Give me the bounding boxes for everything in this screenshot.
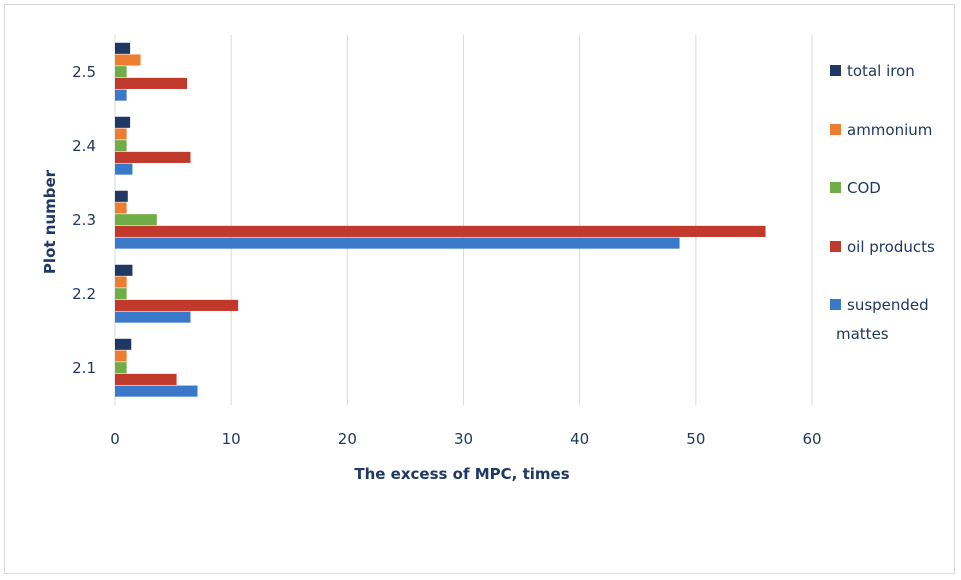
bar-suspended-mattes (115, 237, 680, 249)
bar-ammonium (115, 276, 127, 288)
bar-oil-products (115, 151, 191, 163)
bar-total-iron (115, 116, 131, 128)
y-tick-label: 2.1 (72, 359, 96, 377)
bar-total-iron (115, 264, 133, 276)
bar-oil-products (115, 299, 239, 311)
bar-ammonium (115, 202, 127, 214)
gridlines (114, 35, 813, 405)
bar-oil-products (115, 225, 766, 237)
y-tick-label: 2.3 (72, 211, 96, 229)
y-tick-label: 2.4 (72, 137, 96, 155)
legend-label-line: COD (847, 179, 881, 197)
bar-cod (115, 362, 127, 374)
legend-label: oil products (847, 238, 935, 256)
legend-label-line: suspended (847, 296, 929, 314)
x-tick-label: 0 (110, 430, 120, 448)
bar-suspended-mattes (115, 163, 133, 175)
bar-cod (115, 214, 157, 226)
legend-label-line: oil products (847, 238, 935, 256)
legend-label-line: mattes (836, 325, 889, 343)
bar-cod (115, 66, 127, 78)
x-tick-label: 40 (570, 430, 589, 448)
legend-label-line: ammonium (847, 121, 932, 139)
legend-label: suspended mattes (836, 296, 929, 343)
legend-swatch (830, 299, 841, 310)
bar-suspended-mattes (115, 89, 127, 101)
bar-ammonium (115, 128, 127, 140)
bar-suspended-mattes (115, 385, 198, 397)
legend-swatch (830, 182, 841, 193)
legend-label-line: total iron (847, 62, 915, 80)
bar-oil-products (115, 373, 177, 385)
x-tick-label: 20 (338, 430, 357, 448)
bar-cod (115, 140, 127, 152)
legend: total iron ammonium COD oil products suspend… (830, 62, 935, 343)
bar-total-iron (115, 42, 131, 54)
bar-total-iron (115, 190, 128, 202)
y-axis-title: Plot number (41, 169, 59, 274)
legend-swatch (830, 241, 841, 252)
x-axis-title: The excess of MPC, times (354, 465, 569, 483)
legend-swatch (830, 124, 841, 135)
legend-label: COD (847, 179, 881, 197)
x-tick-label: 30 (454, 430, 473, 448)
x-tick-label: 50 (686, 430, 705, 448)
y-tick-label: 2.2 (72, 285, 96, 303)
x-tick-labels: 0 10 20 30 40 50 60 (110, 430, 821, 448)
legend-swatch (830, 65, 841, 76)
bar-ammonium (115, 54, 141, 66)
bar-cod (115, 288, 127, 300)
y-tick-labels: 2.1 2.2 2.3 2.4 2.5 (72, 63, 96, 377)
legend-label: total iron (847, 62, 915, 80)
x-tick-label: 60 (802, 430, 821, 448)
x-tick-label: 10 (222, 430, 241, 448)
bar-ammonium (115, 350, 127, 362)
legend-label: ammonium (847, 121, 932, 139)
bars (115, 42, 766, 397)
bar-suspended-mattes (115, 311, 191, 323)
y-tick-label: 2.5 (72, 63, 96, 81)
bar-oil-products (115, 77, 188, 89)
chart-frame (4, 4, 955, 574)
bar-total-iron (115, 338, 132, 350)
